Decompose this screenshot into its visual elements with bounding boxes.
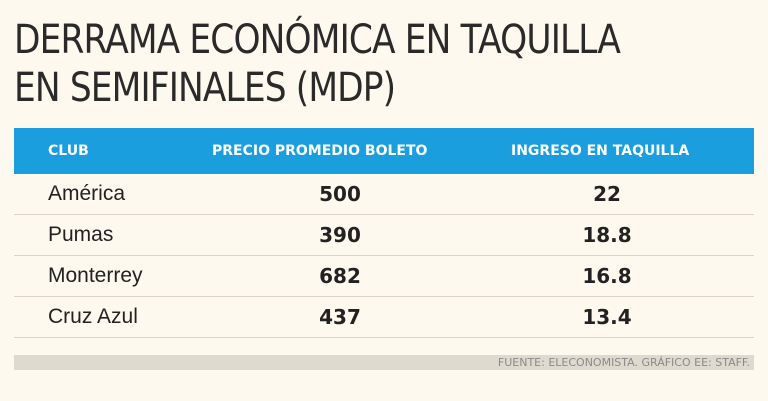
table-header: CLUB PRECIO PROMEDIO BOLETO INGRESO EN T… — [14, 128, 754, 174]
table-row: Pumas 390 18.8 — [14, 215, 754, 256]
table-row: Monterrey 682 16.8 — [14, 256, 754, 297]
cell-ingreso: 18.8 — [14, 215, 768, 255]
chart-title-line-1: DERRAMA ECONÓMICA EN TAQUILLA — [14, 16, 620, 64]
data-table: CLUB PRECIO PROMEDIO BOLETO INGRESO EN T… — [14, 128, 754, 338]
cell-ingreso: 13.4 — [14, 297, 768, 337]
source-bar: FUENTE: ELECONOMISTA. GRÁFICO EE: STAFF. — [14, 355, 754, 370]
table-row: América 500 22 — [14, 174, 754, 215]
chart-title-line-2: EN SEMIFINALES (MDP) — [14, 64, 620, 112]
source-note: FUENTE: ELECONOMISTA. GRÁFICO EE: STAFF. — [498, 355, 750, 370]
cell-ingreso: 22 — [14, 174, 768, 214]
cell-ingreso: 16.8 — [14, 256, 768, 296]
chart-title: DERRAMA ECONÓMICA EN TAQUILLA EN SEMIFIN… — [14, 16, 620, 112]
column-header-club: CLUB — [48, 128, 89, 174]
column-header-ingreso: INGRESO EN TAQUILLA — [511, 128, 689, 174]
table-row: Cruz Azul 437 13.4 — [14, 297, 754, 338]
column-header-precio: PRECIO PROMEDIO BOLETO — [212, 128, 427, 174]
